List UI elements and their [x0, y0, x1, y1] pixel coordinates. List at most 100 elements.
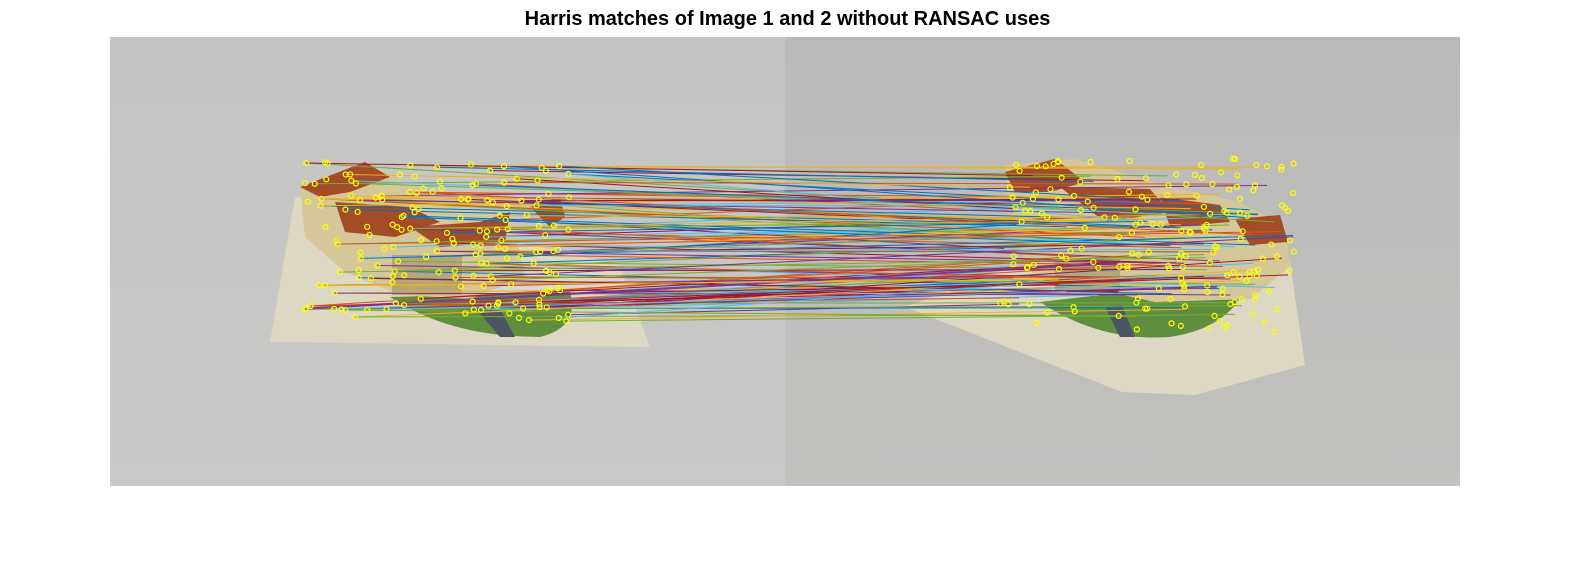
keypoint-marker	[1115, 312, 1122, 319]
keypoint-marker	[1204, 282, 1211, 289]
keypoint-marker	[1010, 261, 1017, 268]
keypoint-marker	[555, 284, 562, 291]
keypoint-marker	[1173, 171, 1180, 178]
keypoint-marker	[374, 262, 381, 269]
match-line	[543, 284, 1060, 294]
keypoint-marker	[1168, 320, 1175, 327]
match-line	[505, 219, 1005, 249]
keypoint-marker	[535, 222, 542, 229]
match-line	[359, 199, 1186, 238]
keypoint-marker	[1289, 189, 1297, 197]
keypoint-marker	[1032, 189, 1039, 196]
keypoint-marker	[390, 244, 397, 251]
keypoint-marker	[1033, 319, 1041, 327]
keypoint-marker	[451, 267, 458, 274]
keypoint-marker	[1063, 255, 1070, 262]
match-line	[401, 216, 1171, 247]
keypoint-marker	[407, 225, 414, 232]
keypoint-marker	[1133, 326, 1141, 333]
keypoint-marker	[315, 282, 322, 289]
keypoint-marker	[1230, 155, 1237, 162]
keypoint-marker	[1265, 288, 1272, 295]
match-line	[360, 235, 1294, 259]
keypoint-marker	[1016, 167, 1023, 174]
keypoint-marker	[1084, 198, 1091, 205]
keypoint-marker	[1058, 252, 1065, 259]
keypoint-marker	[535, 296, 543, 303]
keypoint-marker	[544, 286, 551, 294]
match-line	[321, 198, 1146, 238]
keypoint-marker	[321, 282, 329, 289]
keypoint-marker	[1164, 192, 1171, 199]
keypoint-marker	[542, 167, 549, 174]
keypoint-marker	[535, 196, 542, 203]
keypoint-marker	[542, 232, 549, 239]
match-line	[480, 231, 1283, 246]
match-line	[345, 309, 1137, 318]
keypoint-marker	[525, 317, 533, 324]
keypoint-marker	[486, 167, 494, 174]
keypoint-marker	[518, 197, 525, 204]
keypoint-marker	[418, 236, 425, 243]
keypoint-marker	[502, 216, 509, 224]
keypoint-marker	[1211, 312, 1218, 319]
keypoint-marker	[395, 258, 402, 265]
keypoint-marker	[517, 253, 524, 260]
keypoint-marker	[489, 199, 496, 206]
match-line	[321, 197, 1197, 200]
keypoint-marker	[495, 300, 502, 307]
match-line	[558, 282, 1048, 319]
keypoint-marker	[304, 198, 311, 205]
keypoint-marker	[398, 214, 405, 221]
keypoint-marker	[565, 170, 572, 178]
keypoint-marker	[1044, 309, 1051, 316]
keypoint-marker	[478, 306, 485, 313]
keypoint-marker	[1176, 255, 1183, 262]
keypoint-marker	[378, 192, 385, 199]
keypoint-marker	[457, 283, 464, 290]
keypoint-marker	[389, 279, 396, 286]
keypoint-marker	[1205, 325, 1212, 332]
keypoint-marker	[476, 227, 483, 234]
keypoint-marker	[1178, 227, 1185, 234]
keypoint-marker	[1253, 161, 1260, 168]
keypoint-marker	[1221, 323, 1228, 330]
keypoint-marker	[530, 260, 537, 267]
harris-keypoints	[301, 155, 1297, 335]
match-line	[490, 236, 1294, 277]
keypoint-marker	[347, 171, 354, 178]
keypoint-marker	[483, 228, 491, 235]
keypoint-marker	[1006, 184, 1013, 191]
keypoint-marker	[536, 304, 543, 311]
keypoint-marker	[1132, 206, 1139, 213]
keypoint-marker	[322, 224, 329, 231]
image-1-roof-a	[300, 162, 390, 197]
keypoint-marker	[1126, 157, 1133, 165]
keypoint-marker	[1114, 175, 1121, 183]
keypoint-marker	[1067, 247, 1074, 254]
keypoint-marker	[534, 177, 541, 184]
match-line	[568, 173, 1250, 211]
keypoint-marker	[478, 260, 485, 267]
keypoint-marker	[364, 306, 371, 313]
match-line	[559, 255, 1130, 291]
keypoint-marker	[1143, 305, 1151, 312]
keypoint-marker	[500, 163, 508, 170]
keypoint-marker	[307, 302, 314, 310]
keypoint-marker	[1278, 166, 1285, 173]
keypoint-marker	[1233, 183, 1240, 191]
keypoint-marker	[1278, 163, 1285, 170]
keypoint-marker	[1191, 171, 1199, 178]
keypoint-marker	[433, 164, 441, 171]
keypoint-marker	[323, 176, 330, 183]
keypoint-marker	[352, 180, 359, 187]
keypoint-marker	[367, 275, 374, 282]
keypoint-marker	[1047, 186, 1054, 193]
keypoint-marker	[1268, 241, 1275, 248]
keypoint-marker	[1115, 234, 1123, 241]
keypoint-marker	[1251, 182, 1259, 189]
keypoint-marker	[1234, 172, 1241, 179]
keypoint-marker	[1246, 272, 1253, 280]
keypoint-marker	[433, 238, 440, 245]
keypoint-marker	[1009, 194, 1016, 201]
